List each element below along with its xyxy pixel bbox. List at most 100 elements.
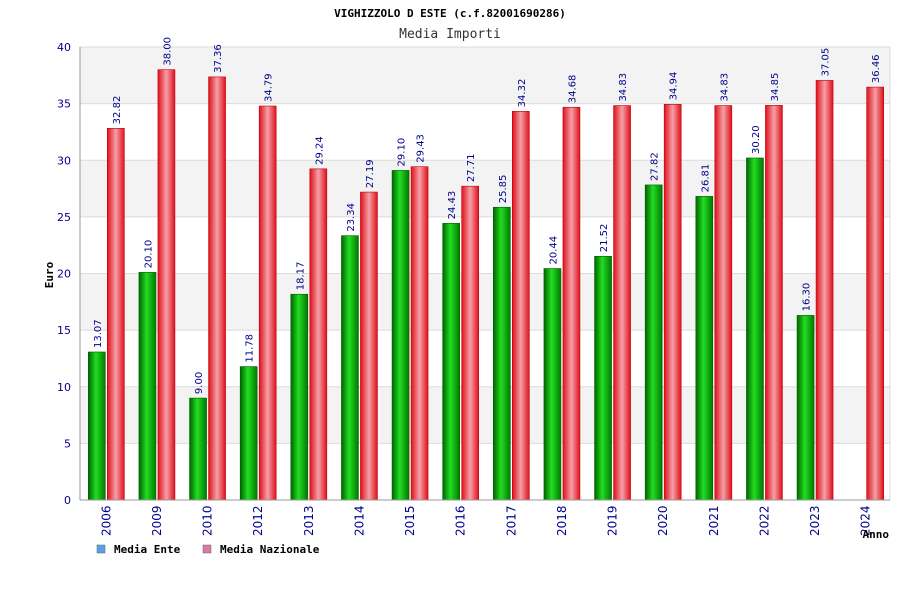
- bar-media-ente: [189, 397, 207, 501]
- y-tick-label: 25: [57, 211, 71, 224]
- y-tick-label: 10: [57, 381, 71, 394]
- bar-media-nazionale: [157, 69, 176, 501]
- value-label: 34.85: [770, 73, 781, 102]
- bar-media-ente: [290, 293, 309, 501]
- value-label: 16.30: [802, 283, 813, 312]
- legend-label-media-nazionale: Media Nazionale: [220, 543, 320, 556]
- x-axis-ticks: 2006 2009 2010 2012 2013 2014 2015 2016 2017 2018…: [99, 505, 872, 536]
- value-label: 27.71: [466, 154, 477, 183]
- x-tick-label: 2020: [656, 505, 670, 536]
- value-label: 27.82: [650, 152, 661, 181]
- y-tick-label: 30: [57, 154, 71, 167]
- bar-media-nazionale: [461, 185, 479, 501]
- bar-media-nazionale: [866, 86, 884, 501]
- bar-media-ente: [594, 255, 612, 501]
- chart-title: VIGHIZZOLO D ESTE (c.f.82001690286): [334, 7, 566, 20]
- x-tick-label: 2010: [201, 505, 215, 536]
- bar-media-ente: [88, 351, 106, 501]
- x-tick-label: 2022: [757, 505, 771, 536]
- x-tick-label: 2018: [555, 505, 569, 536]
- value-label: 23.34: [346, 203, 357, 232]
- x-axis-label: Anno: [863, 528, 890, 541]
- bar-media-nazionale: [309, 168, 328, 501]
- value-label: 36.46: [871, 54, 882, 83]
- value-label: 21.52: [599, 224, 610, 253]
- value-label: 20.10: [143, 240, 154, 269]
- value-label: 30.20: [751, 125, 762, 154]
- value-label: 34.94: [669, 72, 680, 101]
- y-tick-label: 5: [64, 437, 71, 450]
- bar-media-ente: [746, 157, 764, 501]
- x-tick-label: 2009: [150, 505, 164, 536]
- bar-media-nazionale: [512, 111, 530, 501]
- x-tick-label: 2012: [251, 505, 265, 536]
- bar-media-ente: [644, 184, 663, 501]
- value-label: 20.44: [548, 236, 559, 265]
- value-label: 9.00: [194, 372, 205, 394]
- bar-media-ente: [239, 366, 258, 501]
- bars: [88, 69, 884, 501]
- bar-media-nazionale: [815, 80, 834, 501]
- x-tick-label: 2021: [707, 505, 721, 536]
- x-tick-label: 2006: [99, 505, 113, 536]
- bar-media-nazionale: [765, 105, 783, 501]
- legend-swatch-media-ente: [96, 544, 106, 554]
- bar-media-nazionale: [107, 128, 125, 501]
- x-tick-label: 2023: [808, 505, 822, 536]
- value-label: 29.10: [397, 138, 408, 167]
- value-label: 13.07: [93, 319, 104, 348]
- plot-band: [80, 47, 890, 104]
- y-axis-label: Euro: [43, 261, 56, 288]
- legend-swatch-media-nazionale: [202, 544, 212, 554]
- value-label: 27.19: [365, 159, 376, 188]
- y-tick-label: 20: [57, 268, 71, 281]
- value-label: 37.05: [821, 48, 832, 77]
- value-label: 34.32: [517, 79, 528, 108]
- x-tick-label: 2015: [403, 505, 417, 536]
- legend: Media Ente Media Nazionale: [96, 543, 320, 556]
- value-label: 18.17: [295, 262, 306, 291]
- value-label: 34.83: [618, 73, 629, 102]
- bar-media-nazionale: [208, 76, 226, 501]
- x-tick-label: 2016: [454, 505, 468, 536]
- bar-media-nazionale: [714, 105, 733, 501]
- y-tick-label: 15: [57, 324, 71, 337]
- value-label: 34.79: [264, 73, 275, 102]
- legend-label-media-ente: Media Ente: [114, 543, 181, 556]
- bar-media-ente: [796, 315, 815, 501]
- x-tick-label: 2024: [859, 505, 873, 536]
- value-labels: 13.07 32.82 20.10 38.00 9.00 37.36 11.78 34.79 1…: [93, 37, 882, 394]
- bar-media-nazionale: [258, 105, 277, 501]
- bar-media-ente: [493, 206, 511, 501]
- value-label: 34.68: [567, 75, 578, 104]
- y-tick-label: 0: [64, 494, 71, 507]
- y-axis-ticks: 0 5 10 15 20 25 30 35 40: [57, 41, 71, 507]
- bar-media-ente: [341, 235, 359, 501]
- value-label: 38.00: [162, 37, 173, 66]
- bar-media-ente: [138, 272, 157, 501]
- value-label: 34.83: [719, 73, 730, 102]
- x-tick-label: 2014: [352, 505, 366, 536]
- x-tick-label: 2019: [606, 505, 620, 536]
- value-label: 29.24: [314, 136, 325, 165]
- value-label: 26.81: [700, 164, 711, 193]
- bar-media-nazionale: [360, 191, 378, 501]
- bar-media-nazionale: [613, 105, 631, 501]
- value-label: 32.82: [112, 96, 123, 125]
- bar-media-ente: [442, 223, 460, 501]
- bar-media-ente: [695, 196, 714, 501]
- value-label: 25.85: [498, 175, 509, 204]
- value-label: 11.78: [245, 334, 256, 363]
- bar-media-nazionale: [410, 166, 429, 501]
- value-label: 24.43: [447, 191, 458, 220]
- y-tick-label: 40: [57, 41, 71, 54]
- value-label: 29.43: [416, 134, 427, 163]
- bar-media-nazionale: [562, 106, 581, 501]
- x-tick-label: 2017: [504, 505, 518, 536]
- bar-media-ente: [391, 170, 410, 501]
- y-tick-label: 35: [57, 98, 71, 111]
- bar-media-ente: [543, 268, 562, 501]
- value-label: 37.36: [213, 44, 224, 73]
- x-tick-label: 2013: [302, 505, 316, 536]
